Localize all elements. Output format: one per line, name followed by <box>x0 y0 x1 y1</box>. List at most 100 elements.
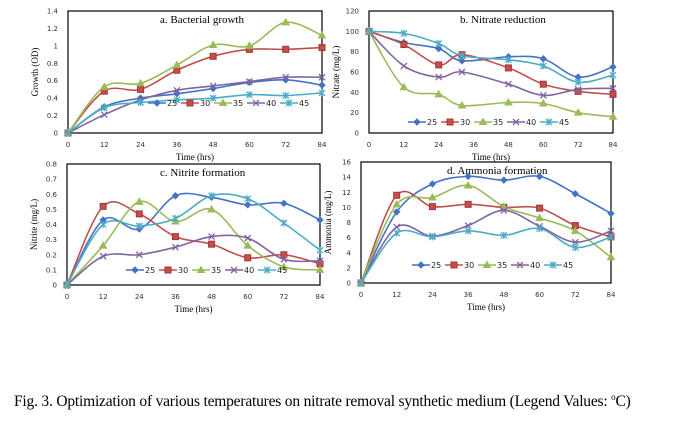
legend-item-40: 40 <box>507 118 536 127</box>
data-point-40 <box>245 78 253 86</box>
data-point-45 <box>316 246 324 254</box>
y-tick-label: 0 <box>53 282 57 290</box>
data-point-35 <box>434 89 444 98</box>
data-point-45 <box>571 243 579 251</box>
data-point-25 <box>539 55 547 63</box>
x-tick-label: 12 <box>392 291 401 299</box>
data-point-25 <box>609 63 617 71</box>
y-tick-label: 20 <box>350 109 359 117</box>
data-point-45 <box>137 99 145 106</box>
data-point-45 <box>428 233 436 241</box>
x-tick-label: 0 <box>66 141 70 149</box>
legend-label: 45 <box>563 261 573 270</box>
series-45 <box>365 27 617 86</box>
x-tick-label: 0 <box>359 291 363 299</box>
legend-label: 35 <box>211 266 221 275</box>
data-point-35 <box>172 60 182 69</box>
data-point-45 <box>244 195 252 203</box>
legend-marker <box>196 265 206 273</box>
x-tick-label: 24 <box>428 291 437 299</box>
figure-panel: 00.20.40.60.811.21.40 12 24 36 48 60 72 84Time … <box>29 8 618 315</box>
x-axis-title: Time (hrs) <box>176 152 214 162</box>
x-tick-label: 0 <box>65 293 69 301</box>
legend-label: 40 <box>244 266 254 275</box>
data-point-35 <box>315 265 325 273</box>
data-point-35 <box>207 204 216 213</box>
data-point-25 <box>280 199 288 208</box>
data-point-35 <box>99 82 109 90</box>
series-line-40 <box>66 234 321 286</box>
data-point-30 <box>536 204 544 212</box>
series-45 <box>357 225 615 287</box>
y-tick-label: 0.4 <box>47 95 59 103</box>
legend-item-25: 25 <box>148 99 177 108</box>
legend-item-30: 30 <box>441 118 470 127</box>
legend-marker <box>230 266 238 274</box>
chart-title: d. Ammonia formation <box>447 165 548 177</box>
y-tick-label: 0.8 <box>47 60 58 68</box>
y-axis-title: Nitrite (mg/L) <box>29 199 39 250</box>
legend-marker <box>252 99 260 107</box>
data-point-25 <box>458 57 466 65</box>
x-tick-label: 24 <box>434 141 443 149</box>
x-tick-label: 24 <box>136 141 145 149</box>
legend-marker <box>164 266 172 274</box>
legend-label: 30 <box>200 99 210 108</box>
series-30 <box>63 201 324 289</box>
data-point-25 <box>535 172 544 181</box>
x-axis-title: Time (hrs) <box>472 152 510 162</box>
data-point-40 <box>574 85 582 93</box>
x-tick-label: 36 <box>464 291 473 299</box>
data-point-45 <box>173 96 181 104</box>
y-tick-label: 12 <box>342 189 351 197</box>
data-point-30 <box>173 66 181 74</box>
data-point-35 <box>538 99 548 107</box>
y-tick-label: 1 <box>54 42 58 50</box>
legend-marker <box>417 261 425 269</box>
data-point-45 <box>609 71 617 79</box>
legend-marker <box>549 261 557 269</box>
legend-marker <box>446 118 454 126</box>
legend-item-45: 45 <box>540 118 569 127</box>
legend-item-25: 25 <box>408 118 437 127</box>
series-35 <box>364 26 618 120</box>
x-tick-label: 0 <box>367 141 371 149</box>
data-point-45 <box>100 104 108 112</box>
series-line-45 <box>67 92 323 134</box>
legend-label: 40 <box>266 99 276 108</box>
y-tick-label: 16 <box>342 159 351 167</box>
data-point-25 <box>244 201 252 209</box>
y-tick-label: 0.6 <box>46 191 58 199</box>
y-tick-label: 0.2 <box>47 112 58 120</box>
y-tick-label: 0.7 <box>46 176 57 184</box>
data-point-35 <box>463 180 473 189</box>
x-tick-label: 48 <box>504 141 513 149</box>
data-point-45 <box>282 92 290 100</box>
data-point-30 <box>428 203 436 211</box>
legend-label: 35 <box>233 99 243 108</box>
series-35 <box>356 180 616 286</box>
data-point-35 <box>428 193 437 201</box>
data-point-35 <box>208 40 218 48</box>
data-point-25 <box>171 192 180 200</box>
legend: 25 30 35 40 45 <box>148 98 309 108</box>
data-point-25 <box>435 44 443 53</box>
legend-marker <box>413 118 421 126</box>
data-point-40 <box>100 111 108 119</box>
chart-nitrate-reduction: 0 20 40 60 80 100 120 0 12 24 36 48 60 72 84 Time (hrs)… <box>331 8 618 163</box>
y-tick-label: 1.4 <box>47 8 59 16</box>
data-point-40 <box>539 91 547 99</box>
data-point-35 <box>504 98 513 106</box>
data-point-40 <box>208 233 216 241</box>
y-tick-label: 60 <box>350 69 359 77</box>
data-point-30 <box>209 52 217 60</box>
legend-marker <box>285 99 293 107</box>
legend: 25 30 35 40 45 <box>126 265 287 275</box>
data-point-25 <box>571 190 579 198</box>
data-point-40 <box>400 62 408 70</box>
series-line-45 <box>360 227 612 284</box>
data-point-45 <box>574 78 582 86</box>
x-tick-label: 12 <box>100 141 109 149</box>
x-tick-label: 36 <box>469 141 478 149</box>
data-point-40 <box>571 238 579 246</box>
